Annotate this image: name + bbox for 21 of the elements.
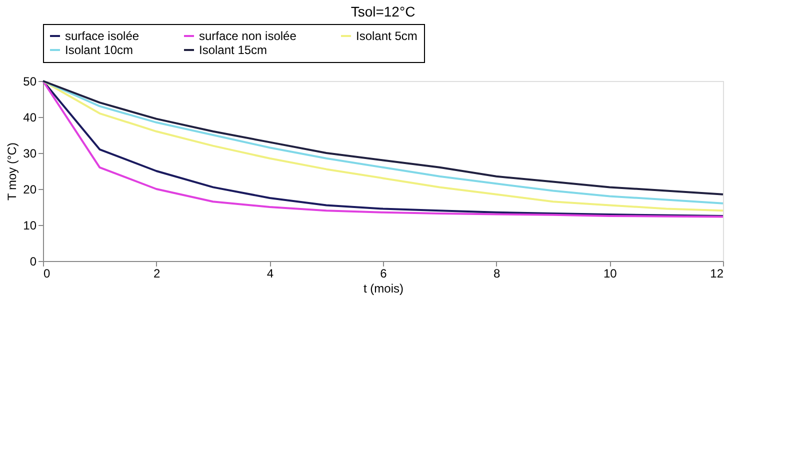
- legend-label: surface non isolée: [199, 29, 297, 43]
- legend-label: Isolant 15cm: [199, 43, 268, 57]
- x-axis-title: t (mois): [364, 282, 404, 296]
- x-tick-label: 4: [266, 266, 274, 280]
- x-tick-label: 12: [710, 266, 724, 280]
- y-axis-title: T moy (°C): [5, 142, 20, 200]
- x-tick-label: 2: [153, 266, 160, 280]
- x-tick-label: 6: [380, 266, 388, 280]
- y-tick-label: 10: [23, 218, 37, 232]
- legend-label: Isolant 5cm: [356, 29, 418, 43]
- chart-title: Tsol=12°C: [350, 4, 416, 20]
- y-tick-label: 0: [30, 254, 37, 268]
- y-tick-label: 30: [23, 146, 37, 160]
- y-tick-label: 40: [23, 110, 37, 124]
- x-tick-label: 0: [44, 266, 50, 280]
- x-tick-label: 8: [493, 266, 500, 280]
- y-tick-label: 20: [23, 182, 37, 196]
- legend-label: Isolant 10cm: [65, 43, 134, 57]
- x-tick-label: 10: [603, 266, 618, 280]
- y-tick-label: 50: [23, 74, 37, 88]
- legend-label: surface isolée: [65, 29, 140, 43]
